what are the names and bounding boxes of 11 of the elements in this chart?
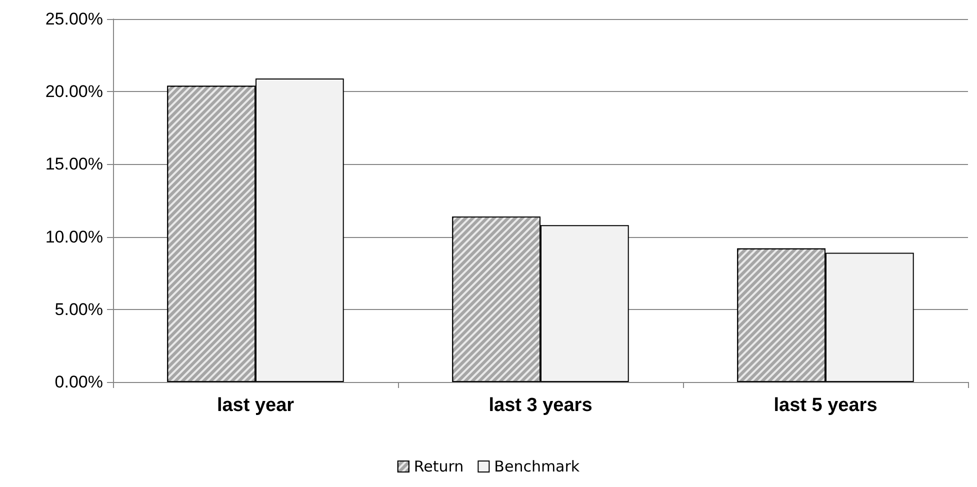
legend-label: Return <box>414 458 464 476</box>
y-tick-label: 5.00% <box>54 300 103 319</box>
y-tick-label: 25.00% <box>45 10 103 28</box>
x-tick-label: last 3 years <box>488 395 592 416</box>
x-tick-label: last 5 years <box>774 395 878 416</box>
y-tick-label: 10.00% <box>45 227 103 246</box>
legend-label: Benchmark <box>494 458 580 476</box>
y-tick-label: 20.00% <box>45 82 103 102</box>
y-tick-label: 15.00% <box>45 154 103 174</box>
y-tick-label: 0.00% <box>54 372 103 392</box>
x-tick-label: last year <box>216 395 295 416</box>
